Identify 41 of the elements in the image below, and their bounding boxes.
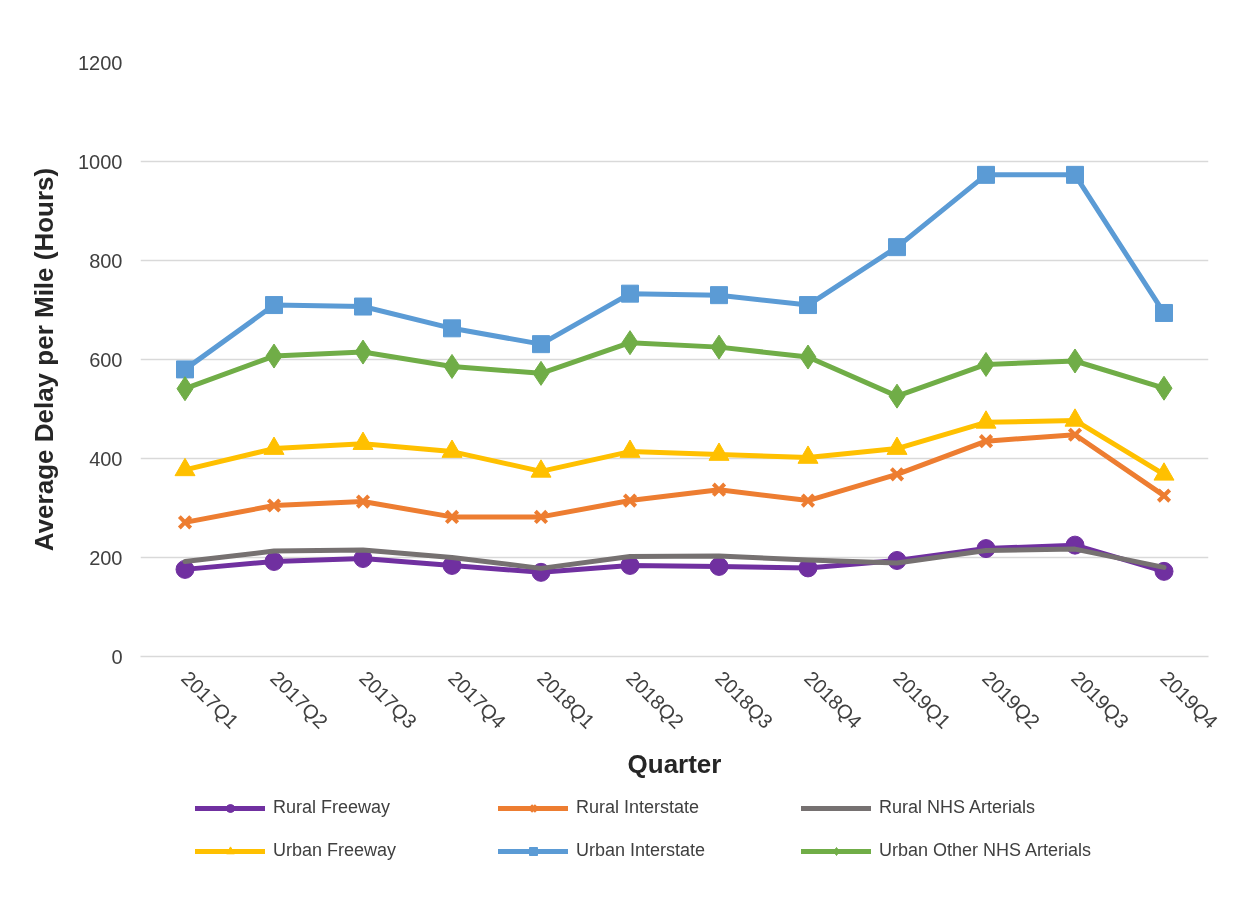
point bbox=[177, 514, 193, 531]
point bbox=[711, 482, 727, 498]
y-tick-label: 1000 bbox=[78, 150, 123, 173]
point bbox=[1066, 165, 1084, 184]
point bbox=[978, 433, 994, 449]
point bbox=[533, 509, 549, 525]
point bbox=[1156, 487, 1172, 504]
point bbox=[621, 284, 639, 303]
point bbox=[443, 319, 461, 338]
y-axis-title: Average Delay per Mile (Hours) bbox=[29, 167, 60, 552]
point bbox=[1067, 427, 1083, 443]
legend-label: Urban Freeway bbox=[273, 840, 398, 861]
point bbox=[888, 238, 906, 257]
point bbox=[266, 497, 282, 514]
point bbox=[354, 297, 372, 316]
y-tick-label: 600 bbox=[89, 348, 123, 371]
y-tick-label: 200 bbox=[89, 546, 123, 569]
point bbox=[176, 360, 194, 379]
point bbox=[800, 492, 816, 509]
point bbox=[265, 296, 283, 315]
legend-label: Rural Freeway bbox=[273, 797, 392, 818]
legend-label: Urban Other NHS Arterials bbox=[879, 840, 1092, 861]
legend-label: Rural Interstate bbox=[576, 797, 701, 818]
y-tick-label: 0 bbox=[111, 645, 123, 668]
point bbox=[977, 165, 995, 184]
point bbox=[709, 556, 729, 576]
legend-label: Urban Interstate bbox=[576, 840, 707, 861]
point bbox=[444, 509, 460, 525]
point bbox=[264, 551, 284, 571]
point bbox=[799, 296, 817, 315]
point bbox=[355, 493, 371, 510]
legend-label: Rural NHS Arterials bbox=[879, 797, 1037, 818]
point bbox=[622, 492, 638, 509]
y-tick-label: 800 bbox=[89, 249, 123, 272]
x-axis-title: Quarter bbox=[627, 749, 722, 780]
point bbox=[532, 335, 550, 354]
point bbox=[710, 286, 728, 305]
point bbox=[1155, 303, 1173, 322]
y-tick-label: 400 bbox=[89, 447, 123, 470]
point bbox=[889, 466, 905, 482]
y-tick-label: 1200 bbox=[78, 51, 123, 74]
